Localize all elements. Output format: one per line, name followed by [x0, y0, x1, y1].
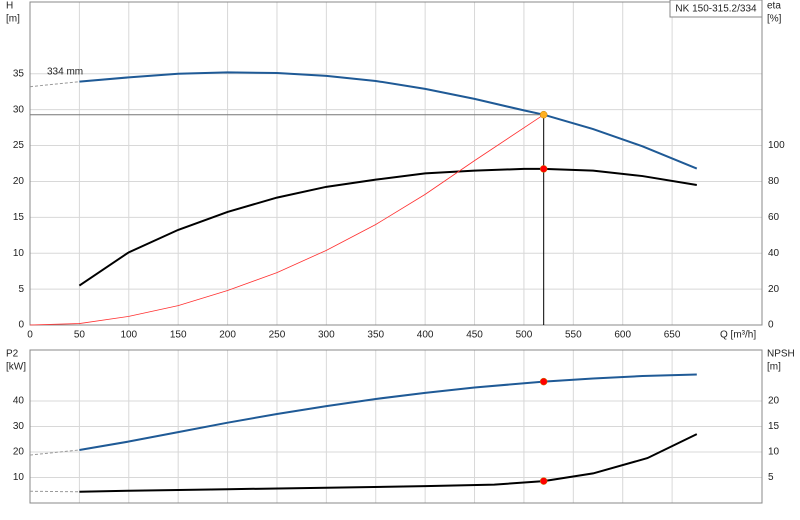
y-axis-label: P2 — [6, 349, 19, 360]
y2-tick-label: 0 — [768, 320, 774, 331]
y2-axis-label: [m] — [767, 362, 781, 373]
chart-title: NK 150-315.2/334 — [675, 4, 757, 15]
y-axis-label: [kW] — [6, 362, 26, 373]
curve — [29, 114, 544, 326]
y-tick-label: 10 — [13, 472, 25, 483]
y-tick-label: 30 — [13, 104, 25, 115]
x-tick-label: 500 — [516, 330, 533, 341]
y2-axis-label: NPSH — [767, 349, 795, 360]
curve — [29, 449, 80, 456]
curve — [79, 373, 697, 451]
title-box — [669, 0, 763, 18]
x-tick-label: 50 — [74, 330, 86, 341]
y-tick-label: 15 — [13, 212, 25, 223]
curve — [29, 81, 80, 88]
x-tick-label: 300 — [318, 330, 335, 341]
y-tick-label: 5 — [18, 284, 24, 295]
x-tick-label: 550 — [565, 330, 582, 341]
y-tick-label: 35 — [13, 68, 25, 79]
y-axis-label: [m] — [6, 14, 20, 25]
y2-axis-label: eta — [767, 1, 781, 12]
curve-annotation: 334 mm — [47, 67, 83, 78]
duty-point — [539, 110, 548, 119]
x-tick-label: 350 — [367, 330, 384, 341]
y-axis-label: H — [6, 1, 13, 12]
duty-point — [539, 377, 548, 386]
x-tick-label: 250 — [269, 330, 286, 341]
x-tick-label: 150 — [170, 330, 187, 341]
y2-tick-label: 60 — [768, 212, 780, 223]
duty-point — [539, 165, 548, 173]
y-tick-label: 40 — [13, 396, 25, 407]
x-tick-label: 0 — [27, 330, 33, 341]
y2-tick-label: 80 — [768, 176, 780, 187]
y2-tick-label: 20 — [768, 396, 780, 407]
x-tick-label: 200 — [219, 330, 236, 341]
y2-axis-label: [%] — [767, 14, 782, 25]
x-tick-label: 650 — [664, 330, 681, 341]
curve — [29, 490, 80, 493]
curve — [79, 433, 698, 493]
curve — [78, 167, 697, 287]
y2-tick-label: 15 — [768, 421, 780, 432]
y2-tick-label: 5 — [768, 472, 774, 483]
x-tick-label: 400 — [417, 330, 434, 341]
y-tick-label: 30 — [13, 421, 25, 432]
y-tick-label: 20 — [13, 176, 25, 187]
plot-frame — [29, 349, 763, 504]
y-tick-label: 0 — [18, 320, 24, 331]
duty-point — [539, 477, 548, 485]
y-tick-label: 20 — [13, 447, 25, 458]
y-tick-label: 25 — [13, 140, 25, 151]
x-axis-label: Q [m³/h] — [720, 330, 756, 341]
x-tick-label: 450 — [466, 330, 483, 341]
curve — [79, 71, 698, 170]
x-tick-label: 600 — [614, 330, 631, 341]
plot-frame — [29, 1, 763, 326]
x-tick-label: 100 — [120, 330, 137, 341]
y-tick-label: 10 — [13, 248, 25, 259]
y2-tick-label: 40 — [768, 248, 780, 259]
y2-tick-label: 20 — [768, 284, 780, 295]
y2-tick-label: 100 — [768, 140, 785, 151]
y2-tick-label: 10 — [768, 447, 780, 458]
